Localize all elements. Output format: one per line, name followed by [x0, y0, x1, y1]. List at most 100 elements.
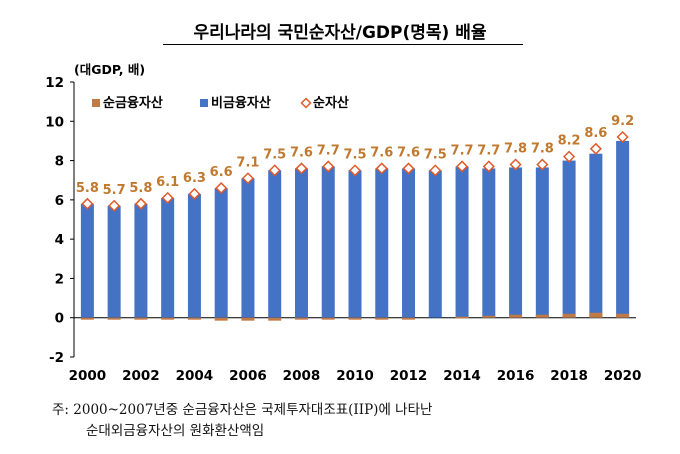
bar-nonfinancial-asset: [375, 168, 389, 318]
x-tick-label: 2006: [229, 368, 267, 384]
data-label: 7.7: [477, 143, 500, 158]
x-tick-label: 2004: [176, 368, 214, 384]
net-asset-marker: [108, 199, 121, 212]
net-asset-marker: [563, 150, 576, 163]
data-label: 9.2: [611, 114, 634, 129]
data-label: 7.6: [290, 145, 313, 160]
legend-label: 순자산: [313, 95, 349, 111]
bar-nonfinancial-asset: [428, 170, 442, 318]
y-axis: -2 0 2 4 6 8 10 12: [45, 75, 75, 366]
data-label: 6.6: [210, 165, 233, 180]
footnote: 주: 2000~2007년중 순금융자산은 국제투자대조표(IIP)에 나타난 …: [52, 400, 432, 442]
bar-nonfinancial-asset: [214, 188, 228, 318]
x-tick-label: 2018: [550, 368, 588, 384]
net-asset-marker: [616, 130, 629, 144]
bar-nonfinancial-asset: [509, 167, 523, 318]
net-asset-marker: [134, 197, 147, 210]
net-asset-marker: [295, 162, 308, 175]
x-tick-label: 2014: [443, 368, 481, 384]
bar-nonfinancial-asset: [455, 166, 469, 318]
data-label: 8.2: [558, 134, 581, 149]
bar-net-financial-asset: [589, 312, 603, 318]
bar-net-financial-asset: [321, 317, 335, 320]
bar-net-financial-asset: [509, 314, 523, 318]
bar-nonfinancial-asset: [134, 203, 148, 318]
data-label: 7.8: [504, 142, 527, 157]
x-tick-label: 2002: [122, 368, 160, 384]
bars: [80, 140, 630, 321]
bar-nonfinancial-asset: [80, 203, 94, 318]
net-asset-marker: [268, 164, 281, 177]
net-asset-marker: [215, 182, 228, 195]
y-tick-label: -2: [49, 350, 64, 366]
y-tick-label: 4: [55, 232, 64, 248]
net-asset-marker: [375, 162, 388, 175]
footnote-line-2: 순대외금융자산의 원화환산액임: [86, 423, 265, 439]
bar-net-financial-asset: [187, 317, 201, 320]
net-asset-marker: [455, 160, 469, 173]
bar-net-financial-asset: [214, 317, 228, 321]
bar-net-financial-asset: [134, 317, 148, 320]
bar-nonfinancial-asset: [241, 178, 255, 318]
bar-nonfinancial-asset: [348, 170, 362, 318]
x-tick-label: 2012: [390, 368, 428, 384]
net-asset-markers: [81, 130, 629, 212]
bar-net-financial-asset: [482, 315, 496, 318]
net-asset-marker: [482, 160, 495, 173]
bar-net-financial-asset: [535, 314, 549, 318]
x-tick-label: 2020: [604, 368, 642, 384]
data-label: 7.6: [397, 145, 420, 160]
bar-net-financial-asset: [80, 317, 94, 320]
legend-label: 비금융자산: [211, 95, 271, 111]
x-tick-label: 2016: [497, 368, 535, 384]
legend-swatch: [92, 99, 100, 107]
bar-net-financial-asset: [616, 313, 630, 318]
data-label: 7.1: [236, 155, 259, 170]
y-tick-label: 0: [55, 311, 64, 327]
net-asset-marker: [536, 158, 549, 171]
y-tick-label: 6: [55, 193, 64, 209]
chart-area: -2 0 2 4 6 8 10 12 2000 2002 2004 2006 2008 2010 2012…: [45, 62, 642, 384]
bar-net-financial-asset: [161, 317, 175, 320]
x-tick-label: 2010: [336, 368, 374, 384]
bar-net-financial-asset: [562, 313, 576, 318]
data-label: 7.5: [263, 147, 286, 162]
bar-net-financial-asset: [268, 317, 282, 321]
footnote-line-1: 주: 2000~2007년중 순금융자산은 국제투자대조표(IIP)에 나타난: [52, 402, 433, 418]
bar-nonfinancial-asset: [107, 205, 121, 318]
bar-net-financial-asset: [375, 317, 389, 320]
data-label: 6.3: [183, 171, 206, 186]
title-underline: [163, 44, 523, 45]
bar-net-financial-asset: [107, 317, 121, 320]
x-tick-label: 2000: [69, 368, 107, 384]
net-asset-marker: [509, 158, 522, 171]
net-asset-marker: [322, 160, 335, 173]
net-asset-marker: [241, 172, 255, 185]
net-asset-marker: [348, 164, 362, 177]
bar-net-financial-asset: [348, 317, 362, 320]
net-asset-marker: [429, 164, 442, 177]
legend: 순금융자산 비금융자산 순자산: [92, 95, 349, 111]
data-label: 5.7: [103, 183, 126, 198]
y-tick-label: 2: [55, 271, 64, 287]
net-asset-marker: [161, 191, 174, 204]
data-label: 7.5: [424, 147, 447, 162]
legend-swatch: [200, 99, 208, 107]
data-label: 7.8: [531, 142, 554, 157]
legend-label: 순금융자산: [103, 95, 163, 111]
data-label: 8.6: [584, 126, 607, 141]
bar-nonfinancial-asset: [589, 153, 603, 318]
x-tick-label: 2008: [283, 368, 321, 384]
bar-net-financial-asset: [455, 316, 469, 319]
bar-nonfinancial-asset: [616, 140, 630, 318]
bar-net-financial-asset: [402, 317, 416, 320]
net-asset-marker: [81, 197, 94, 210]
bar-net-financial-asset: [241, 317, 255, 321]
bar-nonfinancial-asset: [402, 168, 416, 318]
bar-nonfinancial-asset: [187, 193, 201, 318]
data-labels: 5.8 5.7 5.8 6.1 6.3 6.67.17.5 7.6 7.7 7.5 7.6 7.6 7…: [76, 114, 634, 198]
bar-nonfinancial-asset: [482, 168, 496, 318]
data-label: 7.5: [343, 147, 366, 162]
y-unit-label: (대GDP, 배): [74, 62, 145, 77]
bar-net-financial-asset: [294, 317, 308, 320]
